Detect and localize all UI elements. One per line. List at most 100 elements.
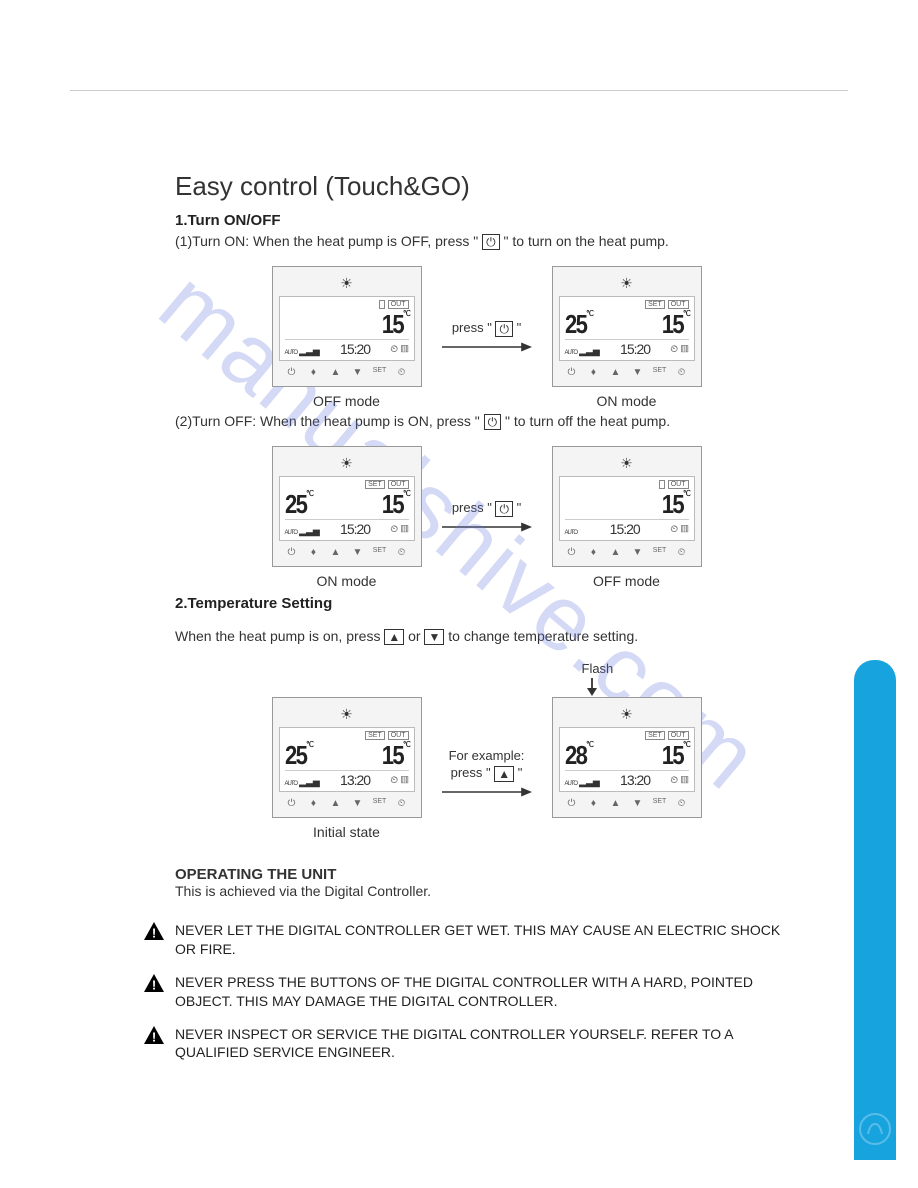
row-turn-on: ☀ OUT 15℃ AUTO▂▃▅ 15:20 ⏲ ▥ ⏻ ♦ ▲ ▼ SET …	[175, 266, 798, 409]
lcd-screen: SET OUT 28℃15℃ AUTO▂▃▅ 13:20 ⏲ ▥	[559, 727, 695, 792]
mode-icon: ♦	[585, 367, 603, 378]
on-mode-label: ON mode	[597, 393, 657, 409]
off-mode-label: OFF mode	[313, 393, 380, 409]
text: "	[513, 320, 521, 335]
text: or	[404, 628, 424, 644]
controller-off-2: ☀ OUT 15℃ AUTO 15:20 ⏲ ▥ ⏻ ♦ ▲ ▼ SET ⏲	[552, 446, 702, 567]
page-title: Easy control (Touch&GO)	[175, 171, 798, 202]
power-icon: ⏻	[482, 234, 500, 250]
warning-row: ! NEVER INSPECT OR SERVICE THE DIGITAL C…	[175, 1025, 798, 1063]
text: (2)Turn OFF: When the heat pump is ON, p…	[175, 413, 484, 429]
controller-buttons: ⏻ ♦ ▲ ▼ SET ⏲	[559, 792, 695, 811]
up-arrow-icon: ▲	[607, 367, 625, 378]
controller-buttons: ⏻ ♦ ▲ ▼ SET ⏲	[559, 361, 695, 380]
text: "	[513, 500, 521, 515]
warning-icon: !	[143, 1025, 165, 1045]
controller-flash: ☀ SET OUT 28℃15℃ AUTO▂▃▅ 13:20 ⏲ ▥ ⏻ ♦ ▲…	[552, 697, 702, 818]
timer-icon: ⏲	[673, 547, 691, 558]
arrow-col: press " ⏻ "	[442, 320, 532, 355]
up-arrow-icon: ▲	[327, 367, 345, 378]
power-icon: ⏻	[495, 501, 513, 517]
on-mode-label-2: ON mode	[317, 573, 377, 589]
power-icon: ⏻	[283, 547, 301, 558]
timer-icon: ⏲	[393, 547, 411, 558]
down-arrow-icon: ▼	[629, 367, 647, 378]
timer-icon: ⏲	[393, 798, 411, 809]
set-label: SET	[651, 367, 669, 378]
on-mode-col-2: ☀ SET OUT 25℃15℃ AUTO▂▃▅ 15:20 ⏲ ▥ ⏻ ♦ ▲…	[272, 446, 422, 589]
warning-text: NEVER INSPECT OR SERVICE THE DIGITAL CON…	[175, 1025, 798, 1063]
warning-icon: !	[143, 921, 165, 941]
text: press "	[452, 320, 496, 335]
sun-icon: ☀	[279, 704, 415, 725]
off-mode-label-2: OFF mode	[593, 573, 660, 589]
text: " to turn off the heat pump.	[501, 413, 670, 429]
arrow-col-3: For example: press " ▲ "	[442, 748, 532, 800]
power-icon: ⏻	[283, 367, 301, 378]
sun-icon: ☀	[559, 273, 695, 294]
text: to change temperature setting.	[444, 628, 638, 644]
arrow-col-2: press " ⏻ "	[442, 500, 532, 535]
operating-text: This is achieved via the Digital Control…	[175, 883, 798, 899]
turn-off-text: (2)Turn OFF: When the heat pump is ON, p…	[175, 411, 798, 432]
down-arrow-icon: ▼	[629, 798, 647, 809]
content: Easy control (Touch&GO) 1.Turn ON/OFF (1…	[70, 171, 848, 1062]
svg-text:!: !	[152, 1029, 156, 1044]
off-mode-col: ☀ OUT 15℃ AUTO▂▃▅ 15:20 ⏲ ▥ ⏻ ♦ ▲ ▼ SET …	[272, 266, 422, 409]
svg-text:!: !	[152, 977, 156, 992]
down-arrow-icon: ▼	[629, 547, 647, 558]
down-arrow-icon: ▼	[349, 798, 367, 809]
sun-icon: ☀	[279, 273, 415, 294]
power-icon: ⏻	[283, 798, 301, 809]
set-label: SET	[371, 367, 389, 378]
warning-icon: !	[143, 973, 165, 993]
initial-state-label: Initial state	[313, 824, 380, 840]
set-label: SET	[651, 798, 669, 809]
example-press-label: press " ▲ "	[451, 765, 523, 782]
set-label: SET	[651, 547, 669, 558]
controller-buttons: ⏻ ♦ ▲ ▼ SET ⏲	[279, 541, 415, 560]
controller-on-1: ☀ SET OUT 25℃15℃ AUTO▂▃▅ 15:20 ⏲ ▥ ⏻ ♦ ▲…	[552, 266, 702, 387]
arrow-right-icon	[442, 784, 532, 800]
timer-icon: ⏲	[673, 798, 691, 809]
power-icon: ⏻	[563, 367, 581, 378]
row-turn-off: ☀ SET OUT 25℃15℃ AUTO▂▃▅ 15:20 ⏲ ▥ ⏻ ♦ ▲…	[175, 446, 798, 589]
controller-buttons: ⏻ ♦ ▲ ▼ SET ⏲	[559, 541, 695, 560]
lcd-screen: OUT 15℃ AUTO 15:20 ⏲ ▥	[559, 476, 695, 541]
arrow-down-icon	[582, 678, 602, 696]
flash-col: Flash ☀ SET OUT 28℃15℃ AUTO▂▃▅ 13:20 ⏲ ▥…	[552, 661, 702, 840]
up-arrow-icon: ▲	[494, 766, 514, 782]
lcd-screen: SET OUT 25℃15℃ AUTO▂▃▅ 13:20 ⏲ ▥	[279, 727, 415, 792]
controller-buttons: ⏻ ♦ ▲ ▼ SET ⏲	[279, 361, 415, 380]
controller-buttons: ⏻ ♦ ▲ ▼ SET ⏲	[279, 792, 415, 811]
mode-icon: ♦	[585, 798, 603, 809]
arrow-right-icon	[442, 519, 532, 535]
svg-text:!: !	[152, 926, 156, 941]
power-icon: ⏻	[484, 414, 502, 430]
operating-heading: OPERATING THE UNIT	[175, 866, 798, 883]
sun-icon: ☀	[279, 453, 415, 474]
text: press "	[452, 500, 496, 515]
set-label: SET	[371, 798, 389, 809]
text: press "	[451, 765, 495, 780]
power-icon: ⏻	[563, 547, 581, 558]
temp-setting-text: When the heat pump is on, press ▲ or ▼ t…	[175, 626, 798, 647]
example-label: For example:	[449, 748, 525, 763]
tab-logo-icon	[858, 1112, 892, 1146]
warning-text: NEVER LET THE DIGITAL CONTROLLER GET WET…	[175, 921, 798, 959]
up-arrow-icon: ▲	[327, 798, 345, 809]
warning-row: ! NEVER LET THE DIGITAL CONTROLLER GET W…	[175, 921, 798, 959]
down-arrow-icon: ▼	[349, 367, 367, 378]
sun-icon: ☀	[559, 453, 695, 474]
section-2-heading: 2.Temperature Setting	[175, 595, 798, 612]
mode-icon: ♦	[585, 547, 603, 558]
up-arrow-icon: ▲	[384, 629, 404, 645]
up-arrow-icon: ▲	[327, 547, 345, 558]
text: (1)Turn ON: When the heat pump is OFF, p…	[175, 233, 482, 249]
lcd-screen: OUT 15℃ AUTO▂▃▅ 15:20 ⏲ ▥	[279, 296, 415, 361]
lcd-screen: SET OUT 25℃15℃ AUTO▂▃▅ 15:20 ⏲ ▥	[279, 476, 415, 541]
on-mode-col: ☀ SET OUT 25℃15℃ AUTO▂▃▅ 15:20 ⏲ ▥ ⏻ ♦ ▲…	[552, 266, 702, 409]
off-mode-col-2: ☀ OUT 15℃ AUTO 15:20 ⏲ ▥ ⏻ ♦ ▲ ▼ SET ⏲ O…	[552, 446, 702, 589]
warnings-block: ! NEVER LET THE DIGITAL CONTROLLER GET W…	[175, 921, 798, 1062]
side-tab	[854, 660, 896, 1160]
